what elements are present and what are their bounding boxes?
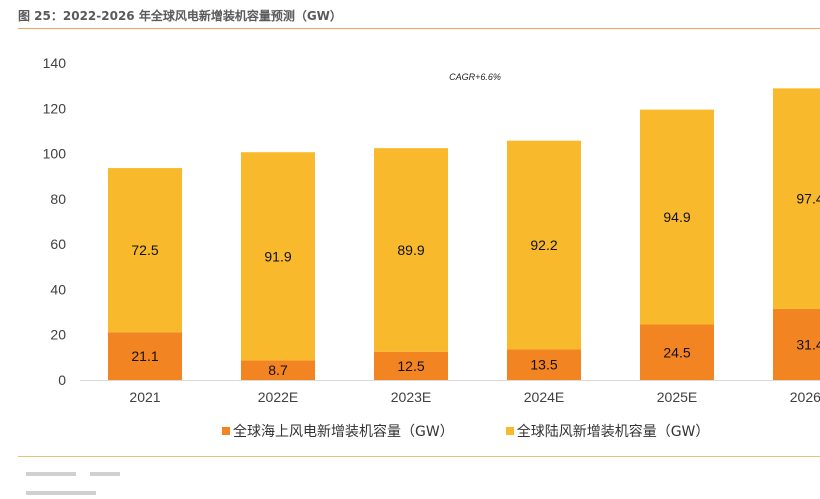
x-tick-label: 2025E: [657, 389, 697, 405]
bar-onshore: [640, 109, 714, 325]
x-tick-label: 2024E: [524, 389, 564, 405]
y-tick-label: 20: [50, 327, 66, 343]
y-tick-label: 40: [50, 281, 66, 297]
data-label-onshore: 72.5: [131, 242, 158, 258]
data-label-offshore: 21.1: [131, 348, 158, 364]
bar-offshore: [507, 349, 581, 380]
y-tick-label: 100: [43, 146, 67, 162]
stacked-bar-chart: 0 20 40 60 80 100 120 140 21.1 72.5 2021 8.7 91.9 202…: [43, 55, 820, 405]
x-tick-label: 2022E: [258, 389, 298, 405]
bar-offshore: [374, 351, 448, 380]
title-rule: [18, 28, 820, 29]
bar-onshore: [241, 152, 315, 361]
legend-label-onshore: 全球陆风新增装机容量（GW）: [516, 424, 710, 440]
legend-label-offshore: 全球海上风电新增装机容量（GW）: [233, 424, 454, 440]
data-label-offshore: 13.5: [530, 357, 557, 373]
data-label-offshore: 31.4: [796, 336, 820, 352]
y-tick-label: 0: [58, 372, 66, 388]
chart-legend: 全球海上风电新增装机容量（GW） 全球陆风新增装机容量（GW）: [222, 421, 709, 441]
data-label-offshore: 8.7: [268, 362, 288, 378]
data-label-onshore: 91.9: [264, 248, 291, 264]
source-note: [26, 461, 206, 495]
data-label-onshore: 89.9: [397, 242, 424, 258]
data-label-onshore: 94.9: [663, 209, 690, 225]
bar-onshore: [374, 148, 448, 352]
legend-item-onshore: 全球陆风新增装机容量（GW）: [505, 421, 710, 441]
x-tick-label: 2026E: [790, 389, 820, 405]
legend-item-offshore: 全球海上风电新增装机容量（GW）: [222, 421, 454, 441]
bar-offshore: [108, 332, 182, 380]
y-tick-label: 140: [43, 55, 67, 71]
cagr-annotation: CAGR+6.6%: [449, 72, 501, 82]
legend-swatch-offshore: [222, 427, 230, 435]
data-label-offshore: 12.5: [397, 358, 424, 374]
y-tick-label: 80: [50, 191, 66, 207]
data-label-onshore: 92.2: [530, 237, 557, 253]
bar-offshore: [241, 360, 315, 380]
x-tick-label: 2023E: [391, 389, 431, 405]
y-tick-label: 60: [50, 236, 66, 252]
data-label-offshore: 24.5: [663, 344, 690, 360]
bar-offshore: [640, 324, 714, 380]
figure-title: 图 25：2022-2026 年全球风电新增装机容量预测（GW）: [18, 9, 342, 23]
legend-swatch-onshore: [505, 427, 514, 435]
footer-rule: [18, 456, 820, 457]
bar-onshore: [108, 168, 182, 333]
data-label-onshore: 97.4: [796, 191, 820, 207]
bar-onshore: [507, 140, 581, 350]
y-tick-label: 120: [43, 100, 67, 116]
bar-onshore: [773, 88, 820, 309]
bar-offshore: [773, 308, 820, 380]
x-tick-label: 2021: [129, 389, 160, 405]
